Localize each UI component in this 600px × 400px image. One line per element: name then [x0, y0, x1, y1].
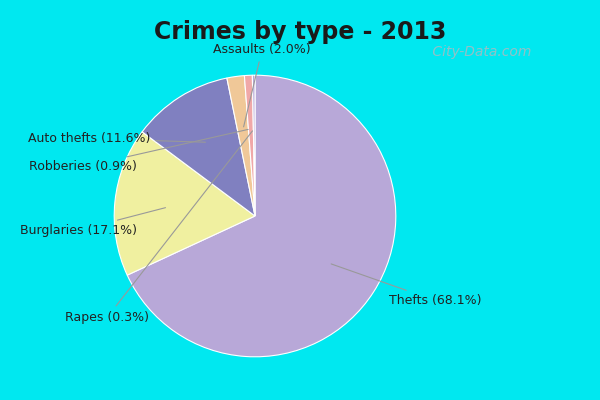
Wedge shape — [142, 78, 255, 216]
Text: Thefts (68.1%): Thefts (68.1%) — [331, 264, 481, 307]
Text: Robberies (0.9%): Robberies (0.9%) — [29, 130, 248, 173]
Text: Burglaries (17.1%): Burglaries (17.1%) — [20, 208, 166, 236]
Wedge shape — [127, 75, 396, 357]
Text: Assaults (2.0%): Assaults (2.0%) — [213, 43, 311, 127]
Text: City-Data.com: City-Data.com — [428, 45, 532, 59]
Wedge shape — [227, 76, 255, 216]
Wedge shape — [114, 132, 255, 275]
Wedge shape — [253, 75, 255, 216]
Wedge shape — [244, 75, 255, 216]
Text: Crimes by type - 2013: Crimes by type - 2013 — [154, 20, 446, 44]
Text: Rapes (0.3%): Rapes (0.3%) — [65, 131, 253, 324]
Text: Auto thefts (11.6%): Auto thefts (11.6%) — [28, 132, 205, 145]
